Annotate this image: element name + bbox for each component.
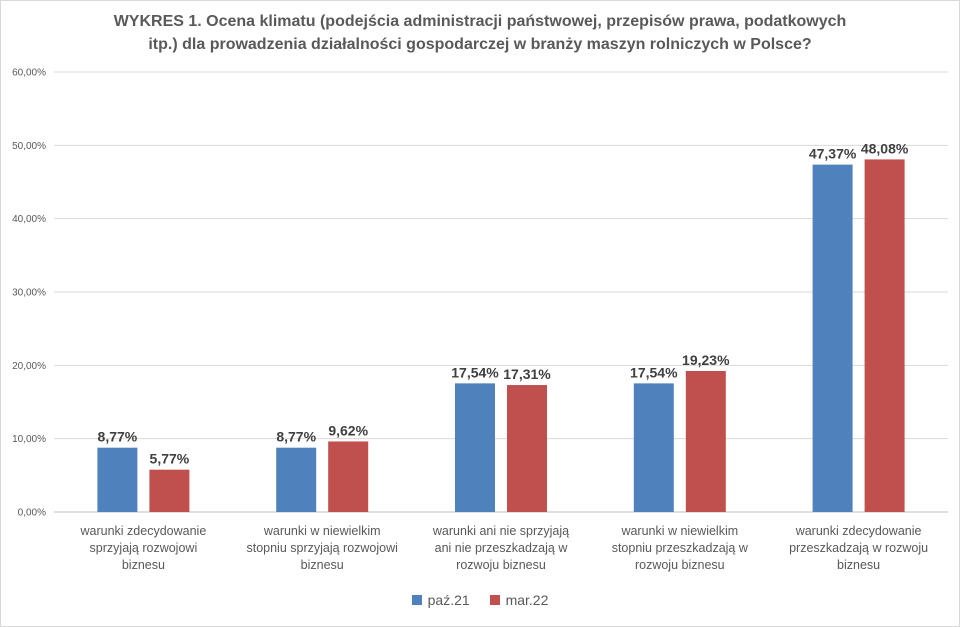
x-tick-label: ani nie przeszkadzają w: [435, 541, 569, 555]
x-tick-label: przeszkadzają w rozwoju: [789, 541, 928, 555]
x-tick-label: rozwoju biznesu: [635, 558, 725, 572]
bar: [276, 447, 317, 512]
legend-label-paz21: paź.21: [427, 592, 470, 608]
data-label: 5,77%: [150, 451, 190, 467]
bar: [328, 441, 369, 512]
bar: [149, 469, 190, 512]
bar: [97, 447, 138, 512]
x-tick-label: warunki w niewielkim: [620, 524, 738, 538]
chart-title-line-2: itp.) dla prowadzenia działalności gospo…: [148, 36, 812, 53]
data-label: 17,54%: [630, 364, 678, 380]
chart-title: WYKRES 1. Ocena klimatu (podejścia admin…: [60, 10, 900, 56]
bar: [685, 370, 726, 512]
y-tick-label: 40,00%: [12, 214, 46, 225]
data-label: 48,08%: [861, 140, 909, 156]
bar: [455, 383, 495, 512]
legend-swatch-mar22: [489, 595, 500, 605]
y-tick-label: 10,00%: [12, 434, 46, 445]
x-tick-label: biznesu: [301, 558, 344, 572]
x-tick-label: warunki zdecydowanie: [80, 524, 207, 538]
x-tick-label: stopniu przeszkadzają w: [612, 541, 749, 555]
x-tick-label: biznesu: [122, 558, 165, 572]
bar: [864, 159, 905, 512]
y-tick-label: 60,00%: [12, 68, 46, 79]
legend-swatch-paz21: [411, 595, 422, 605]
x-tick-label: warunki ani nie sprzyjają: [432, 524, 569, 538]
y-tick-label: 50,00%: [12, 141, 46, 152]
x-tick-label: warunki zdecydowanie: [795, 524, 922, 538]
data-label: 17,31%: [503, 366, 551, 382]
data-label: 8,77%: [276, 429, 316, 445]
bar: [812, 164, 853, 512]
y-tick-label: 30,00%: [12, 288, 46, 299]
legend-item-mar22: mar.22: [489, 592, 549, 608]
x-tick-label: sprzyjają rozwojowi: [90, 541, 198, 555]
data-label: 19,23%: [682, 352, 730, 368]
legend-item-paz21: paź.21: [411, 592, 470, 608]
x-tick-label: rozwoju biznesu: [456, 558, 546, 572]
bar: [507, 385, 547, 512]
chart-title-line-1: WYKRES 1. Ocena klimatu (podejścia admin…: [113, 13, 847, 30]
y-tick-label: 20,00%: [12, 361, 46, 372]
data-label: 47,37%: [809, 146, 857, 162]
bar: [633, 383, 674, 512]
legend: paź.21 mar.22: [0, 592, 960, 608]
x-tick-label: stopniu sprzyjają rozwojowi: [246, 541, 397, 555]
legend-label-mar22: mar.22: [505, 592, 549, 608]
data-label: 9,62%: [328, 422, 368, 438]
x-tick-label: warunki w niewielkim: [263, 524, 381, 538]
y-tick-label: 0,00%: [18, 508, 46, 519]
x-tick-label: biznesu: [837, 558, 880, 572]
data-label: 17,54%: [451, 364, 499, 380]
data-label: 8,77%: [98, 429, 138, 445]
